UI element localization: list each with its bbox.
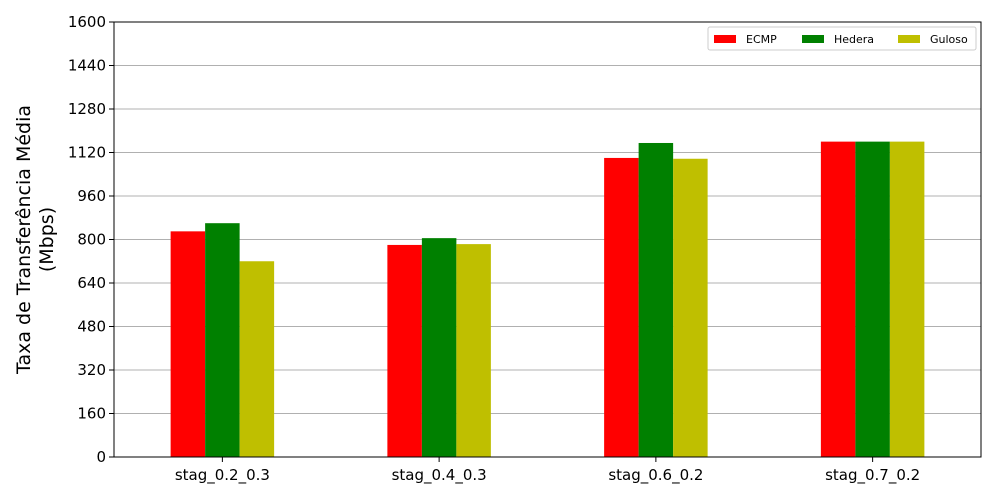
bar-hedera-4 xyxy=(855,141,890,457)
y-tick-label: 0 xyxy=(96,448,106,466)
bar-hedera-2 xyxy=(421,238,457,457)
bar-ecmp-2 xyxy=(387,244,422,457)
legend-box xyxy=(707,26,977,51)
bar-ecmp-1 xyxy=(170,231,206,457)
legend-label-ecmp: ECMP xyxy=(746,33,777,46)
y-tick-label: 160 xyxy=(77,405,106,423)
y-tick-label: 1440 xyxy=(68,57,106,75)
bar-guloso-4 xyxy=(889,141,925,457)
legend-swatch-guloso xyxy=(898,35,920,43)
bar-guloso-2 xyxy=(456,244,491,457)
y-tick-label: 480 xyxy=(77,318,106,336)
y-tick-label: 320 xyxy=(77,361,106,379)
x-tick-label: stag_0.4_0.3 xyxy=(392,466,487,485)
y-axis-label-line-2: (Mbps) xyxy=(36,207,58,272)
legend-swatch-hedera xyxy=(802,35,824,43)
bar-hedera-3 xyxy=(638,142,674,457)
y-tick-label: 800 xyxy=(77,231,106,249)
bar-guloso-3 xyxy=(673,158,708,458)
bar-ecmp-4 xyxy=(820,141,856,457)
y-tick-label: 960 xyxy=(77,187,106,205)
y-tick-label: 1120 xyxy=(68,144,106,162)
bars xyxy=(170,141,925,458)
y-axis-label-line-1: Taxa de Transferência Média xyxy=(13,105,35,375)
legend-label-guloso: Guloso xyxy=(930,33,968,46)
bar-ecmp-3 xyxy=(604,157,639,457)
bar-hedera-1 xyxy=(205,223,240,457)
x-tick-label: stag_0.6_0.2 xyxy=(608,466,703,485)
legend: ECMP Hedera Guloso xyxy=(707,26,977,51)
bar-guloso-1 xyxy=(239,261,275,457)
y-tick-label: 1600 xyxy=(68,13,106,31)
legend-label-hedera: Hedera xyxy=(834,33,874,46)
y-tick-label: 640 xyxy=(77,274,106,292)
legend-swatch-ecmp xyxy=(714,35,736,43)
y-tick-label: 1280 xyxy=(68,100,106,118)
x-tick-label: stag_0.2_0.3 xyxy=(175,466,270,485)
y-axis-ticks: 0 160 320 480 640 800 960 1120 1280 1440 1600 xyxy=(68,13,114,466)
x-tick-label: stag_0.7_0.2 xyxy=(825,466,920,485)
x-axis-ticks: stag_0.2_0.3 stag_0.4_0.3 stag_0.6_0.2 stag… xyxy=(175,457,920,485)
